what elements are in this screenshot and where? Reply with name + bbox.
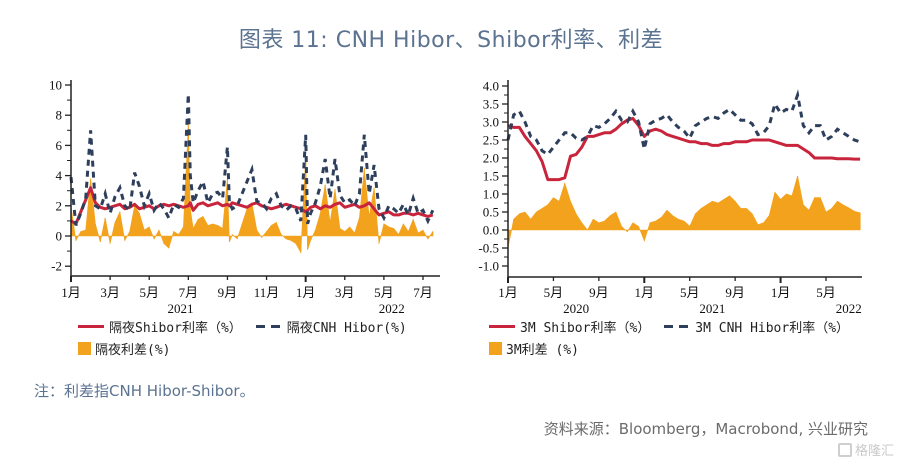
- 3m-y-tick-label: 2.0: [483, 151, 499, 166]
- legend-label-hibor: 隔夜CNH Hibor(%): [286, 320, 407, 336]
- 3m-x-tick-label: 5月: [544, 285, 564, 300]
- overnight-legend: 隔夜Shibor利率（%） 隔夜CNH Hibor(%) 隔夜利差(%): [78, 315, 421, 359]
- 3m-y-tick-label: 4.0: [483, 79, 499, 94]
- 3m-y-tick-label: 1.5: [483, 169, 499, 184]
- overnight-x-tick-label: 5月: [374, 285, 394, 300]
- 3m-y-tick-label: 1.0: [483, 187, 499, 202]
- 3m-x-tick-label: 9月: [725, 285, 745, 300]
- legend-item-spread: 隔夜利差(%): [78, 339, 170, 358]
- legend-item-3m-shibor: 3M Shibor利率（%）: [489, 317, 650, 336]
- watermark-logo-icon: [837, 442, 852, 457]
- 3m-y-tick-label: 3.5: [483, 97, 499, 112]
- 3m-x-tick-label: 9月: [589, 285, 609, 300]
- overnight-year-label: 2021: [168, 301, 194, 316]
- overnight-y-tick-label: 0: [56, 229, 63, 244]
- 3m-y-tick-label: -0.5: [478, 241, 499, 256]
- overnight-year-label: 2022: [379, 301, 405, 316]
- legend-label-spread: 隔夜利差(%): [95, 342, 171, 358]
- overnight-x-tick-label: 3月: [100, 285, 120, 300]
- overnight-x-tick-label: 7月: [413, 285, 433, 300]
- overnight-y-tick-label: 10: [49, 78, 62, 93]
- legend-swatch-3m-spread: [489, 341, 502, 355]
- legend-item-3m-spread: 3M利差 (%): [489, 339, 579, 358]
- legend-swatch-hibor: [255, 324, 282, 328]
- 3m-year-label: 2021: [699, 301, 725, 316]
- legend-label-3m-spread: 3M利差 (%): [506, 342, 579, 358]
- overnight-x-tick-label: 1月: [296, 285, 316, 300]
- legend-swatch-3m-shibor: [489, 324, 515, 328]
- watermark-text: 格隆汇: [854, 444, 894, 459]
- overnight-y-tick-label: 4: [56, 168, 63, 183]
- overnight-y-tick-label: 6: [56, 138, 63, 153]
- overnight-x-tick-label: 7月: [179, 285, 199, 300]
- legend-item-shibor: 隔夜Shibor利率（%）: [78, 317, 242, 336]
- legend-item-hibor: 隔夜CNH Hibor(%): [255, 317, 407, 336]
- overnight-shibor-line: [70, 186, 434, 226]
- 3m-hibor-line: [506, 89, 861, 157]
- 3m-y-tick-label: 2.5: [483, 133, 499, 148]
- 3m-x-tick-label: 5月: [680, 285, 700, 300]
- figure-title: 图表 11: CNH Hibor、Shibor利率、利差: [238, 28, 664, 53]
- overnight-x-tick-label: 9月: [218, 285, 238, 300]
- overnight-x-tick-label: 11月: [254, 285, 280, 300]
- overnight-y-tick-label: -2: [51, 259, 62, 274]
- overnight-x-tick-label: 5月: [139, 285, 159, 300]
- legend-swatch-shibor: [78, 324, 104, 328]
- legend-item-3m-hibor: 3M CNH Hibor利率（%）: [664, 317, 849, 336]
- overnight-x-tick-label: 3月: [335, 285, 355, 300]
- 3m-x-tick-label: 1月: [635, 285, 655, 300]
- legend-label-3m-hibor: 3M CNH Hibor利率（%）: [695, 320, 850, 336]
- 3m-y-tick-label: -1.0: [478, 259, 499, 274]
- legend-label-shibor: 隔夜Shibor利率（%）: [109, 320, 242, 336]
- overnight-x-tick-label: 1月: [61, 285, 81, 300]
- 3m-y-tick-label: 3.0: [483, 115, 499, 130]
- 3m-x-tick-label: 5月: [816, 285, 836, 300]
- 3m-plot: -1.0 -0.5 0.0 0.5 1.0 1.5 2.0 2.5 3.0 3.5 4.0 1月 5月 9…: [478, 79, 862, 316]
- 3m-year-label: 2020: [563, 301, 589, 316]
- 3m-legend: 3M Shibor利率（%） 3M CNH Hibor利率（%） 3M利差 (%…: [489, 315, 863, 359]
- 3m-spread-area: [507, 175, 861, 249]
- overnight-y-tick-label: 2: [56, 198, 63, 213]
- overnight-hibor-line: [69, 94, 435, 226]
- legend-label-3m-shibor: 3M Shibor利率（%）: [520, 320, 651, 336]
- 3m-y-tick-label: 0.0: [483, 223, 499, 238]
- watermark: 格隆汇: [837, 440, 894, 459]
- 3m-year-label: 2022: [836, 301, 862, 316]
- 3m-y-tick-label: 0.5: [483, 205, 499, 220]
- legend-swatch-spread: [78, 341, 91, 355]
- 3m-x-tick-label: 1月: [498, 285, 518, 300]
- 3m-shibor-line: [507, 116, 861, 182]
- overnight-y-tick-label: 8: [56, 108, 63, 123]
- legend-swatch-3m-hibor: [664, 324, 691, 328]
- 3m-x-tick-label: 1月: [771, 285, 791, 300]
- source-note: 资料来源：Bloomberg，Macrobond, 兴业研究: [543, 420, 868, 438]
- footnote: 注：利差指CNH Hibor-Shibor。: [34, 382, 255, 400]
